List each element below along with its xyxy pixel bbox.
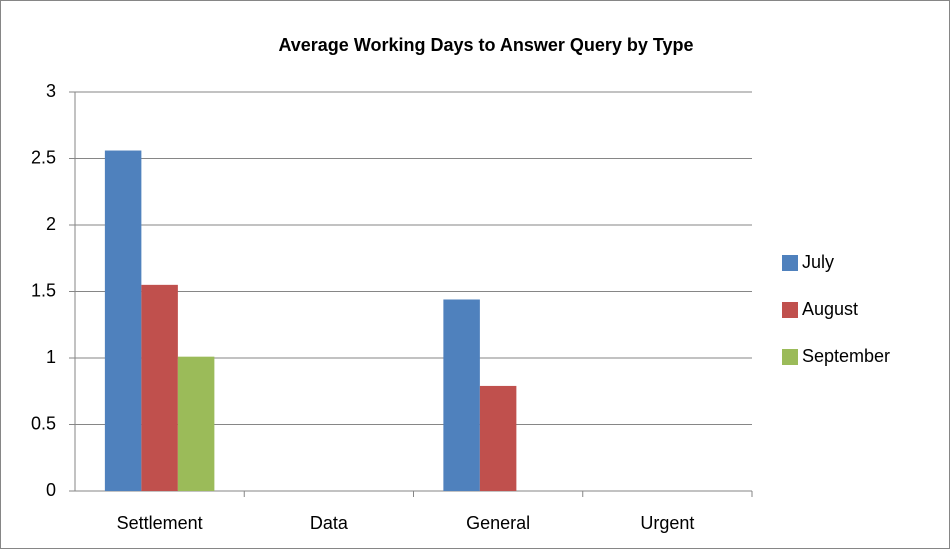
- legend-label: August: [802, 299, 858, 319]
- y-tick-label: 0.5: [31, 413, 56, 433]
- bar: [104, 150, 142, 491]
- x-tick-label: Settlement: [117, 513, 203, 533]
- bar: [479, 385, 517, 491]
- x-tick-label: General: [466, 513, 530, 533]
- y-tick-label: 2.5: [31, 147, 56, 167]
- x-tick-label: Urgent: [640, 513, 694, 533]
- y-tick-label: 3: [46, 81, 56, 101]
- legend-label: September: [802, 346, 890, 366]
- legend-label: July: [802, 252, 834, 272]
- chart-title: Average Working Days to Answer Query by …: [278, 35, 693, 55]
- bar: [443, 299, 480, 491]
- y-tick-label: 1.5: [31, 280, 56, 300]
- y-tick-label: 0: [46, 480, 56, 500]
- legend-swatch: [782, 349, 798, 365]
- legend-swatch: [782, 255, 798, 271]
- legend-swatch: [782, 302, 798, 318]
- y-tick-label: 1: [46, 347, 56, 367]
- bar: [177, 356, 215, 491]
- y-tick-label: 2: [46, 214, 56, 234]
- x-tick-label: Data: [310, 513, 349, 533]
- bar: [141, 284, 178, 491]
